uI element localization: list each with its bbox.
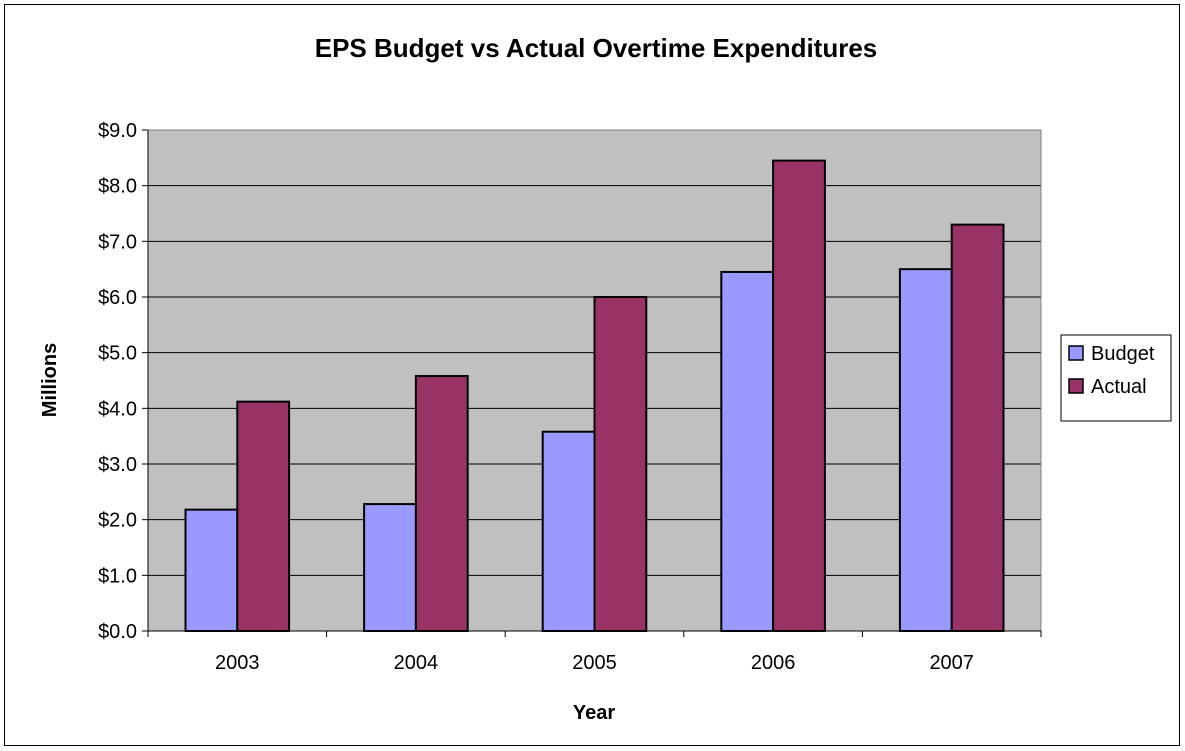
y-tick-label: $6.0 xyxy=(98,287,137,309)
y-tick-label: $5.0 xyxy=(98,343,137,365)
y-tick-label: $1.0 xyxy=(98,565,137,587)
x-tick-label: 2007 xyxy=(929,652,974,674)
y-tick-label: $9.0 xyxy=(98,120,137,142)
y-tick-labels: $0.0 $1.0 $2.0 $3.0 $4.0 $5.0 $6.0 $7.0 $8.0 $9.0 xyxy=(98,120,137,643)
bar-budget-2006 xyxy=(720,270,775,632)
bar-budget-2005 xyxy=(541,430,596,633)
x-tick-label: 2005 xyxy=(572,652,617,674)
bar-budget-2007 xyxy=(898,268,953,632)
bar-budget-2004 xyxy=(363,503,417,632)
x-tick-labels: 2003 2004 2005 2006 2007 xyxy=(215,652,974,674)
bar-actual-2007 xyxy=(950,223,1005,632)
bar-budget-2003 xyxy=(184,508,239,632)
x-tick-label: 2003 xyxy=(215,652,260,674)
x-axis-title: Year xyxy=(573,702,615,724)
bar-actual-2005 xyxy=(593,296,648,632)
y-tick-label: $8.0 xyxy=(98,176,137,198)
chart-title: EPS Budget vs Actual Overtime Expenditur… xyxy=(315,33,878,63)
legend-swatch-budget xyxy=(1068,345,1084,361)
x-tick-label: 2006 xyxy=(751,652,796,674)
legend: Budget Actual xyxy=(1060,334,1172,422)
y-tick-label: $3.0 xyxy=(98,454,137,476)
y-tick-label: $2.0 xyxy=(98,510,137,532)
legend-label-budget: Budget xyxy=(1091,343,1155,365)
bar-actual-2006 xyxy=(772,159,826,632)
y-tick-label: $0.0 xyxy=(98,621,137,643)
bar-actual-2003 xyxy=(236,400,291,632)
legend-swatch-actual xyxy=(1068,378,1084,394)
y-tick-label: $4.0 xyxy=(98,398,137,420)
bars xyxy=(184,159,1005,633)
y-tick-label: $7.0 xyxy=(98,231,137,253)
legend-label-actual: Actual xyxy=(1091,376,1147,398)
bar-actual-2004 xyxy=(414,375,469,632)
axes xyxy=(142,129,1042,637)
x-tick-label: 2004 xyxy=(394,652,439,674)
y-axis-title: Millions xyxy=(39,343,61,417)
